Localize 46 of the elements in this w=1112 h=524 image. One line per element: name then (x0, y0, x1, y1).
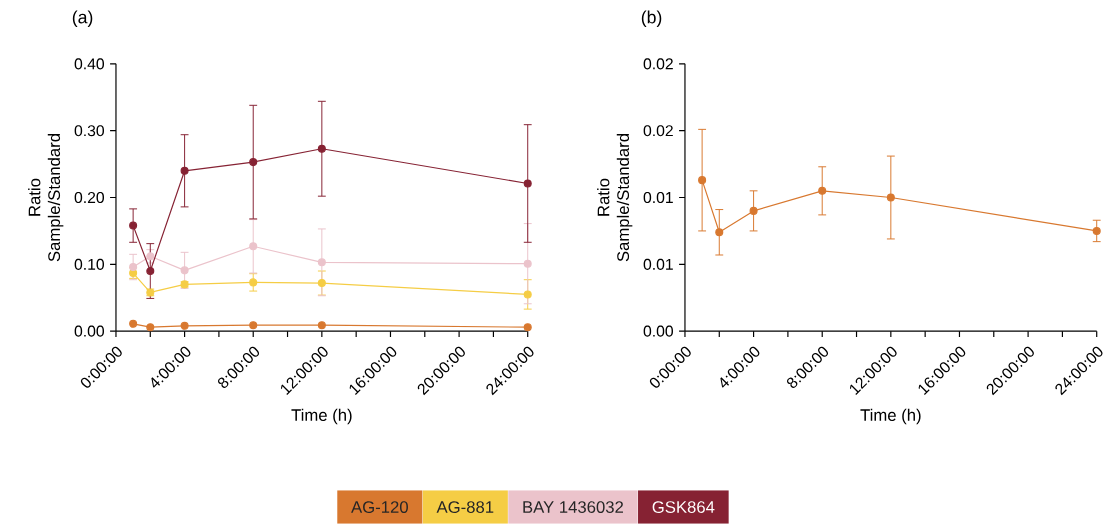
point (129, 263, 138, 272)
point (523, 259, 532, 268)
y-tick-label: 0.40 (74, 58, 105, 70)
point (1092, 227, 1101, 236)
point (523, 179, 532, 188)
chart-title: (b) (641, 10, 662, 28)
text: AG-120 (351, 501, 408, 514)
y-axis-title: Ratio Sample/Standard (597, 134, 633, 262)
text: GSK864 (652, 501, 715, 514)
y-tick-label: 0.00 (643, 325, 674, 337)
point (715, 228, 724, 237)
point (317, 321, 326, 330)
point (180, 266, 189, 275)
y-tick-label: 0.02 (643, 58, 673, 70)
point (249, 321, 258, 330)
point (180, 166, 189, 175)
point (523, 290, 532, 299)
text: BAY 1436032 (523, 501, 623, 514)
point (523, 323, 532, 332)
y-tick-label: 0.01 (643, 258, 673, 271)
chart-title: (a) (72, 10, 93, 28)
y-tick-label: 0.02 (643, 125, 673, 137)
point (317, 279, 326, 288)
point (249, 278, 258, 287)
x-axis-title: Time (h) (291, 408, 352, 425)
y-tick-label: 0.10 (74, 258, 105, 271)
y-axis-title: Ratio Sample/Standard (28, 134, 64, 262)
point (146, 323, 155, 332)
y-tick-label: 0.01 (643, 192, 673, 204)
point (818, 186, 827, 195)
point (180, 321, 189, 330)
text: AG-881 (436, 501, 494, 514)
point (698, 176, 707, 185)
point (749, 206, 758, 216)
x-axis-title: Time (h) (860, 408, 921, 425)
point (249, 158, 258, 167)
point (129, 319, 138, 328)
point (129, 221, 138, 230)
point (317, 258, 326, 267)
point (886, 193, 895, 202)
point (249, 242, 258, 251)
point (317, 144, 326, 153)
y-tick-label: 0.30 (74, 125, 105, 137)
point (146, 267, 155, 276)
y-tick-label: 0.20 (74, 192, 105, 204)
y-tick-label: 0.00 (74, 325, 105, 337)
